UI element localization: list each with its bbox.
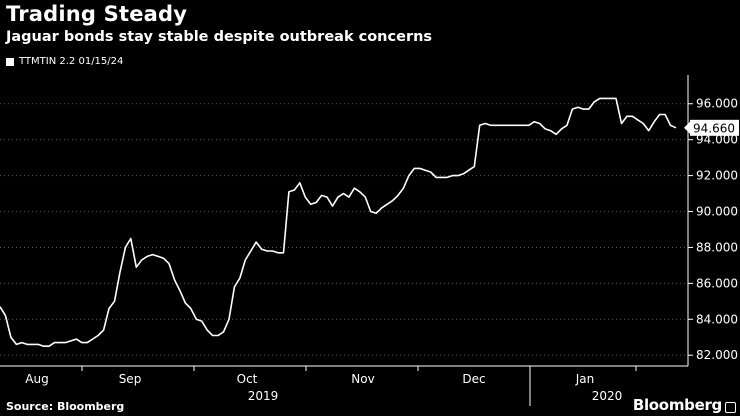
y-tick-label: 96.000 — [696, 97, 738, 111]
year-label: 2019 — [248, 389, 279, 403]
last-value-label: 94.660 — [693, 121, 735, 135]
y-tick-label: 88.000 — [696, 240, 738, 254]
x-tick-label: Dec — [462, 372, 485, 386]
y-tick-label: 84.000 — [696, 312, 738, 326]
x-tick-label: Jan — [575, 372, 595, 386]
y-tick-label: 82.000 — [696, 348, 738, 362]
source-note: Source: Bloomberg — [6, 400, 125, 413]
year-label: 2020 — [592, 389, 623, 403]
y-tick-label: 86.000 — [696, 276, 738, 290]
x-tick-label: Oct — [237, 372, 258, 386]
bloomberg-logo: Bloomberg — [632, 396, 722, 414]
x-tick-label: Sep — [119, 372, 142, 386]
y-tick-label: 92.000 — [696, 169, 738, 183]
price-line — [0, 97, 677, 348]
chart-title: Trading Steady — [6, 2, 188, 26]
x-tick-label: Aug — [25, 372, 48, 386]
last-value-pointer — [684, 121, 690, 134]
x-tick-label: Nov — [351, 372, 374, 386]
y-tick-label: 90.000 — [696, 205, 738, 219]
chart-subtitle: Jaguar bonds stay stable despite outbrea… — [6, 29, 433, 45]
bloomberg-mark-icon — [725, 402, 736, 413]
legend-label: TTMTIN 2.2 01/15/24 — [19, 56, 124, 67]
y-tick-label: 94.000 — [696, 133, 738, 147]
legend-swatch — [6, 57, 14, 66]
last-value-box — [690, 119, 739, 136]
legend: TTMTIN 2.2 01/15/24 — [6, 56, 123, 67]
